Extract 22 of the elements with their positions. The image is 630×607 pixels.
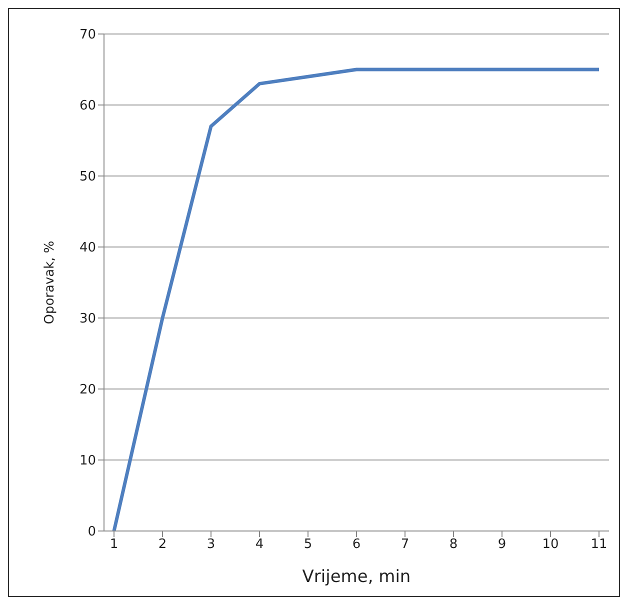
x-tick-label: 7 <box>400 537 410 552</box>
x-tick-label: 10 <box>542 537 559 552</box>
y-tick-label: 40 <box>79 240 96 256</box>
y-tick-label: 0 <box>88 524 96 540</box>
line-series <box>112 68 601 531</box>
x-tick-label: 11 <box>590 537 608 552</box>
x-tick-label: 8 <box>449 537 458 552</box>
x-tick-label: 5 <box>304 537 312 552</box>
x-tick-label: 6 <box>352 537 361 552</box>
x-axis-title: Vrijeme, min <box>302 567 411 587</box>
x-tick-label: 3 <box>206 537 216 552</box>
y-tick-label: 20 <box>79 382 96 398</box>
y-axis-title: Oporavak, % <box>42 240 58 324</box>
x-tick-label: 9 <box>498 537 506 552</box>
y-tick-label: 60 <box>79 98 96 114</box>
y-tick-label: 30 <box>79 312 96 327</box>
y-tick-label: 10 <box>79 454 96 469</box>
x-tick-label: 2 <box>158 537 167 552</box>
x-tick-label: 1 <box>110 537 118 552</box>
y-tick-label: 70 <box>79 28 96 43</box>
y-tick-label: 50 <box>79 170 96 185</box>
x-tick-label: 4 <box>255 537 264 552</box>
